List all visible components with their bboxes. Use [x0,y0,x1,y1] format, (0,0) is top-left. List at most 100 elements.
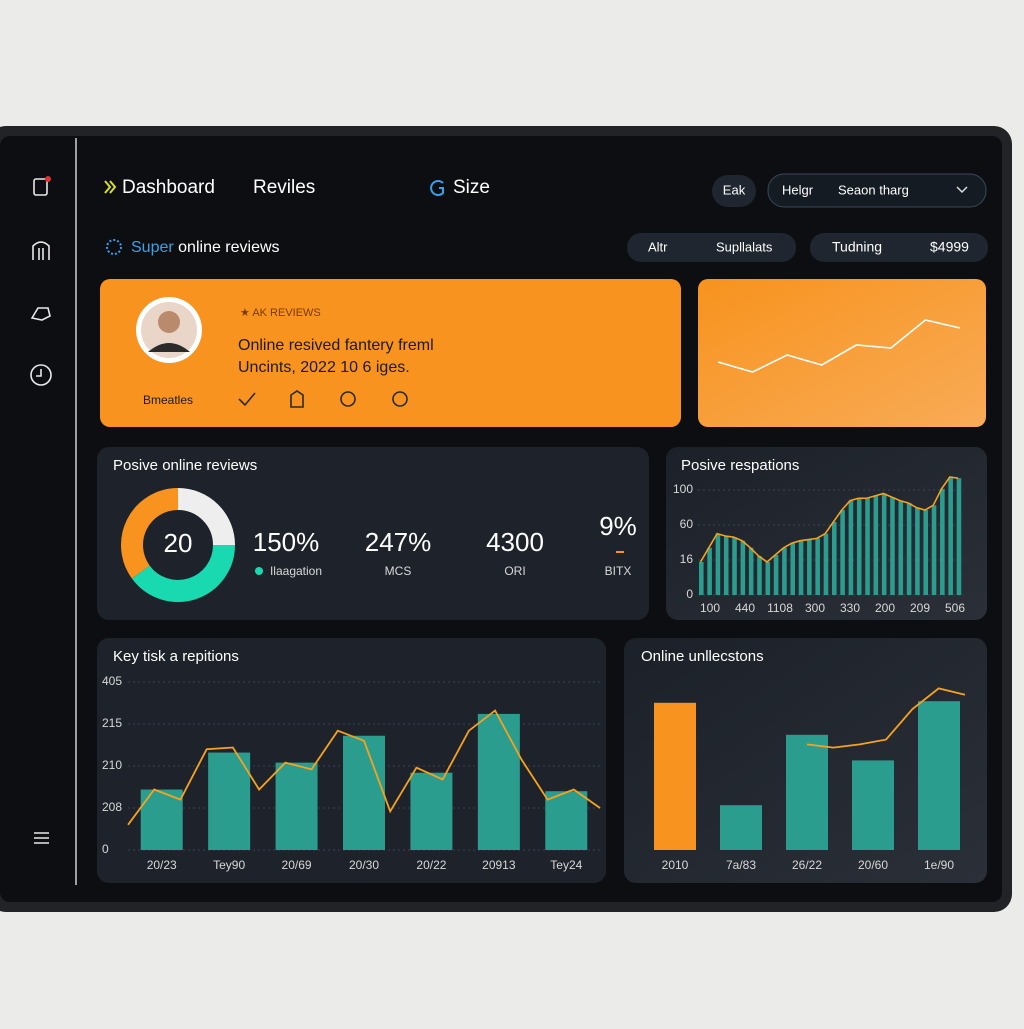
bar [723,536,729,595]
sidebar-icons [30,176,52,844]
x-tick-label: 26/22 [792,858,822,872]
dropdown-label: Helgr [782,182,814,197]
x-tick-label: 20/30 [349,858,379,872]
x-tick-label: 2010 [662,858,689,872]
icon-home[interactable] [32,241,50,260]
y-tick-label: 215 [102,716,122,730]
filter-pill[interactable] [627,233,796,262]
bar [906,502,912,595]
bar [798,540,804,595]
x-tick-label: 330 [840,601,860,615]
avatar-face [158,311,180,333]
panel-title: Key tisk a repitions [113,648,239,665]
icon-tag[interactable] [30,307,51,321]
icon-clock[interactable] [30,364,52,386]
x-tick-label: Tey90 [213,858,245,872]
y-tick-label: 210 [102,758,122,772]
hero-label: Bmeatles [143,393,193,407]
subheader-icon [106,239,122,255]
x-tick-label: 1108 [767,601,793,615]
subheader-rest: online reviews [178,239,279,256]
x-tick-label: 506 [945,601,965,615]
bar [873,495,879,595]
stat-value: 150% [253,527,320,557]
x-tick-label: Tey24 [550,858,582,872]
y-tick-label: 60 [680,517,694,531]
stat-value: 247% [365,527,432,557]
icon-refresh[interactable] [392,391,408,407]
bar [915,507,920,595]
x-tick-label: 300 [805,601,825,615]
repitions-chart: 405 215 210 208 0 20/23 Tey90 20/69 20/30 20/22 20… [102,674,601,872]
subheader-highlight: Super [131,239,174,256]
bar [807,539,812,595]
bar [923,510,929,595]
bar [790,543,796,595]
bar [852,760,894,850]
legend-dot [255,567,263,575]
hero-icons [238,390,408,408]
x-tick-label: 200 [875,601,895,615]
bar [765,561,771,595]
bar [732,537,737,595]
x-tick-label: 7a/83 [726,858,756,872]
bar [865,498,870,595]
y-tick-label: 100 [673,482,693,496]
donut [121,488,235,602]
panel [666,447,987,620]
dropdown[interactable] [767,173,987,208]
hero-tag: ★ AK REVIEWS [240,307,321,319]
price-pill[interactable] [810,233,988,262]
icon-clock[interactable] [340,391,356,407]
bar [815,538,820,595]
bar [782,547,787,595]
hero-tag-text: AK REVIEWS [252,307,320,319]
button[interactable] [712,175,756,207]
stats: 150% Ilaagation 247% MCS 4300 ORI 9% BITX [253,511,637,578]
nav-item[interactable]: Reviles [253,177,315,198]
bar [832,521,837,595]
y-tick-label: 208 [102,800,122,814]
x-tick-label: 20/60 [858,858,888,872]
bar [786,734,828,850]
stat-label: Ilaagation [270,564,322,578]
bar [823,533,829,595]
bar [773,554,779,595]
nav-item[interactable]: Dashboard [122,177,215,198]
bar [898,500,904,595]
stat-value: 9% [599,511,637,541]
bar [890,497,895,595]
bar [720,805,762,850]
icon-menu[interactable] [34,832,49,844]
donut-segment [177,488,235,546]
nav-item[interactable]: Size [453,177,490,198]
donut-segment [121,488,179,579]
stat-label: MCS [385,564,412,578]
stat-value: 4300 [486,527,544,557]
bar [748,547,754,595]
button-label: Eak [723,182,746,197]
x-tick-label: 20913 [482,858,516,872]
bar [931,505,937,595]
x-tick-label: 20/22 [416,858,446,872]
x-tick-label: 209 [910,601,930,615]
hero-chart [717,319,961,373]
bar [940,488,945,595]
nav-icon [430,180,444,196]
dropdown-value: Seaon tharg [838,182,909,197]
x-tick-label: 20/69 [282,858,312,872]
x-tick-label: 1e/90 [924,858,954,872]
bar [948,477,953,595]
line [699,476,959,563]
bar [918,701,960,850]
bar [545,791,588,850]
bar [208,752,251,850]
filter-label: Altr [648,239,668,254]
panel [97,447,649,620]
bar [410,772,453,850]
icon-check[interactable] [238,392,256,407]
bar [715,533,721,595]
bar [343,735,385,850]
icon-doc[interactable] [33,178,48,196]
icon-house[interactable] [290,390,304,408]
